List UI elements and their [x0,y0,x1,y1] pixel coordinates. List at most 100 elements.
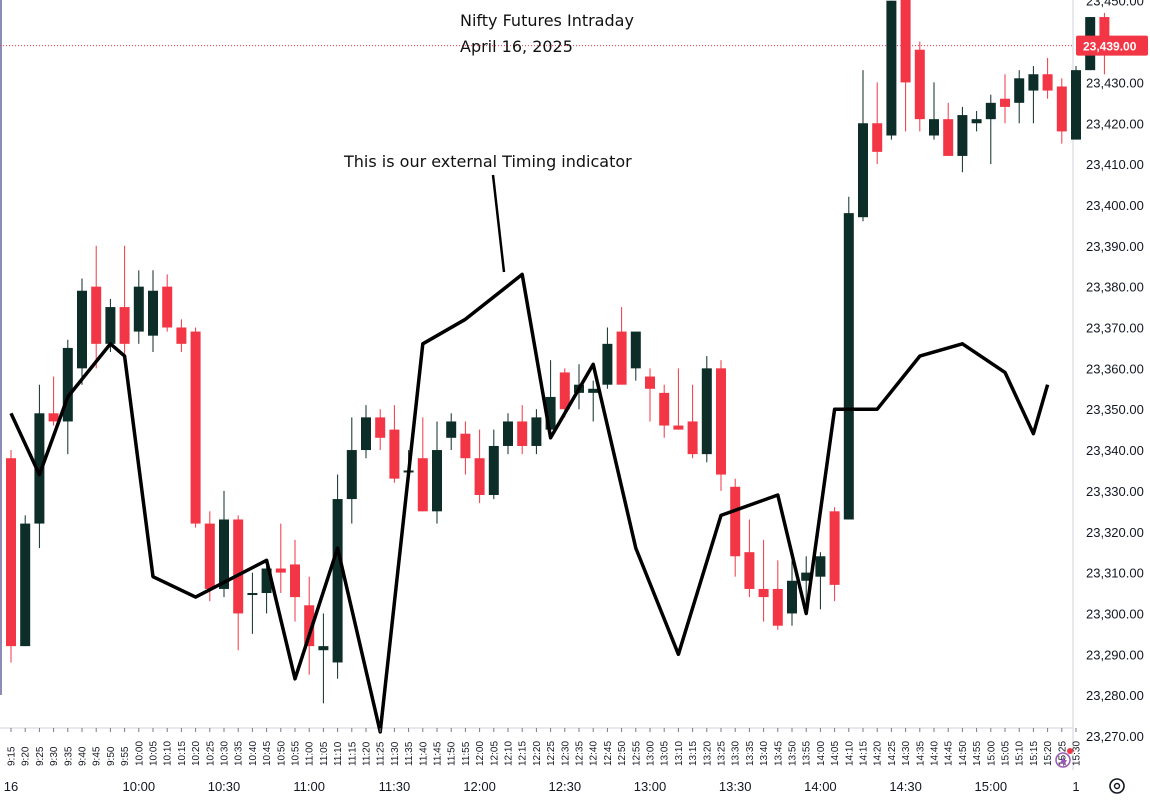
x-tick-label: 12:10 [504,741,515,766]
candle [559,368,570,418]
x-main-time-label: 13:00 [634,779,667,794]
candle-body [531,417,542,446]
x-main-time-label: 14:30 [889,779,922,794]
candle-body [1000,98,1010,107]
timing-indicator-line [9,272,1050,734]
candle [517,405,528,455]
x-tick-label: 13:55 [802,741,813,766]
x-tick-label: 13:40 [759,741,770,766]
x-tick-label: 9:55 [120,746,131,766]
y-tick-label: 23,370.00 [1086,321,1144,336]
candle-body [744,552,755,589]
candle [815,552,826,610]
candle [971,110,982,132]
candle-body [1028,74,1039,91]
candle [48,376,59,426]
x-main-time-label: 12:30 [549,779,582,794]
y-tick-label: 23,290.00 [1086,647,1144,662]
x-tick-label: 10:25 [205,741,216,766]
candle-body [346,450,357,500]
candle-body [772,588,783,626]
candle [148,270,158,353]
candle-body [701,368,712,455]
candle [943,102,954,156]
x-tick-label: 14:40 [930,741,941,766]
candle-body [204,523,215,589]
candle-body [716,368,726,475]
candle [872,82,883,165]
candle-body [133,286,144,332]
x-tick-label: 11:05 [319,741,330,766]
x-tick-label: 10:45 [262,741,273,766]
candle [716,360,726,491]
x-tick-label: 10:05 [149,741,160,766]
candle-body [843,213,854,520]
candle [630,331,641,381]
x-tick-label: 9:15 [7,746,18,766]
x-tick-label: 13:35 [745,741,756,766]
x-axis[interactable]: 9:15 9:20 9:25 9:30 9:35 9:40 9:45 9:50 9:55 10:0… [4,728,1083,794]
candle [361,405,371,459]
x-tick-label: 15:15 [1029,741,1040,766]
x-tick-label: 9:35 [63,746,74,766]
candle [162,274,173,332]
y-tick-label: 23,330.00 [1086,484,1144,499]
x-tick-label: 12:30 [560,741,571,766]
x-tick-label: 14:05 [830,741,841,766]
candle-body [943,119,954,156]
x-tick-label: 11:30 [390,741,401,766]
y-tick-label: 23,280.00 [1086,688,1144,703]
x-tick-label: 12:50 [617,741,628,766]
candle-body [829,511,840,585]
x-tick-label: 9:45 [92,746,103,766]
candle [432,421,442,524]
x-tick-label: 14:35 [915,741,926,766]
y-tick-label: 23,380.00 [1086,280,1144,295]
candle [1014,70,1025,124]
candle [6,450,16,663]
candle-body [290,564,300,598]
candle-body [559,372,570,410]
settings-icon[interactable] [1109,778,1125,794]
replay-icon[interactable] [1055,748,1073,768]
x-tick-label: 15:05 [1001,741,1012,766]
candle-body [1071,70,1081,140]
x-tick-label: 11:45 [433,741,444,766]
candle [673,368,684,430]
candle-body [971,119,982,124]
y-tick-label: 23,360.00 [1086,361,1144,376]
x-main-time-label: 11:30 [379,779,411,794]
candle [247,572,258,634]
candle [858,70,868,222]
x-tick-label: 15:30 [1072,741,1083,766]
candle-body [1099,17,1110,46]
candle [1000,74,1010,124]
candle-body [1042,74,1053,91]
x-tick-label: 14:10 [844,741,855,766]
candle-body [48,413,59,422]
x-tick-label: 9:20 [21,746,32,766]
x-tick-label: 11:50 [447,741,458,766]
candle-body [77,290,87,369]
candle-body [503,421,513,446]
y-axis[interactable]: 23,270.00 23,280.00 23,290.00 23,300.00 23,3… [1076,0,1148,744]
candle-body [687,421,698,455]
candle-body [588,388,599,393]
candle [20,515,31,647]
candle [417,417,428,512]
x-tick-label: 12:55 [631,741,642,766]
candle-body [957,115,968,156]
x-tick-label: 14:15 [859,741,870,766]
candle-body [488,445,499,495]
x-tick-label: 9:30 [49,746,60,766]
candle-body [801,572,812,581]
x-tick-label: 12:35 [575,741,586,766]
candle-body [190,331,201,524]
candle-body [474,458,485,495]
candle-body [858,123,868,218]
x-tick-label: 14:30 [901,741,912,766]
candle [304,576,315,675]
x-tick-label: 15:20 [1043,741,1054,766]
annotation: This is our external Timing indicator [343,152,632,273]
x-tick-label: 11:15 [347,741,358,766]
